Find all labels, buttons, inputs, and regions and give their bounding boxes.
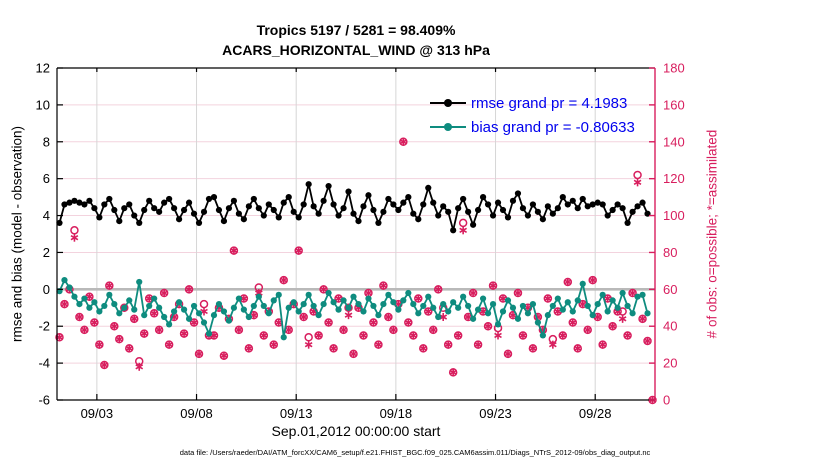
obs-possible-marker (304, 333, 313, 342)
x-tick-label: 09/18 (380, 406, 413, 421)
rmse-series (56, 181, 651, 234)
y-axis-right-label: # of obs: o=possible; *=assimilated (704, 129, 720, 339)
obs-possible-marker (633, 170, 642, 180)
plot-title: Tropics 5197 / 5281 = 98.409% (256, 22, 456, 38)
y-axis-left-label: rmse and bias (model - observation) (9, 125, 25, 343)
y-right-tick-label: 160 (663, 97, 685, 112)
bias-series (56, 277, 651, 341)
y-right-tick-label: 80 (663, 245, 677, 260)
y-right-tick-label: 120 (663, 171, 685, 186)
y-left-tick-label: -2 (38, 319, 50, 334)
rmse-legend-label: rmse grand pr = 4.1983 (471, 94, 628, 112)
rmse-legend-marker (430, 98, 466, 107)
legend: rmse grand pr = 4.1983 bias grand pr = -… (430, 91, 635, 139)
y-right-tick-label: 60 (663, 282, 677, 297)
x-tick-label: 09/13 (280, 406, 313, 421)
y-right-tick-label: 0 (663, 393, 670, 408)
legend-row-bias: bias grand pr = -0.80633 (430, 115, 635, 139)
axes-frame (56, 67, 656, 401)
x-axis-label: Sep.01,2012 00:00:00 start (271, 423, 441, 439)
obs-possible-marker (199, 299, 209, 309)
y-right-tick-label: 40 (663, 319, 677, 334)
y-left-tick-label: 6 (43, 171, 50, 186)
y-left-tick-label: -6 (38, 393, 50, 408)
y-left-tick-label: 2 (43, 245, 50, 260)
y-left-tick-label: -4 (38, 356, 50, 371)
plot-subtitle: ACARS_HORIZONTAL_WIND @ 313 hPa (222, 42, 490, 58)
x-tick-label: 09/03 (81, 406, 114, 421)
y-right-tick-label: 180 (663, 61, 685, 76)
y-left-tick-label: 4 (43, 208, 50, 223)
obs-count-scatter (55, 137, 657, 405)
y-right-tick-label: 100 (663, 208, 685, 223)
x-tick-label: 09/28 (579, 406, 612, 421)
y-left-tick-label: 10 (36, 97, 50, 112)
y-left-tick-label: 8 (43, 134, 50, 149)
data-file-path: data file: /Users/raeder/DAI/ATM_forcXX/… (179, 448, 651, 457)
tick-labels: 121086420-2-4-61801601401201008060402000… (36, 61, 685, 422)
x-tick-label: 09/23 (479, 406, 512, 421)
y-left-tick-label: 0 (43, 282, 50, 297)
bias-legend-label: bias grand pr = -0.80633 (471, 118, 635, 136)
bias-legend-marker (430, 122, 466, 131)
obs-possible-marker (458, 218, 468, 228)
y-right-tick-label: 140 (663, 134, 685, 149)
y-right-tick-label: 20 (663, 356, 677, 371)
x-tick-label: 09/08 (180, 406, 213, 421)
legend-row-rmse: rmse grand pr = 4.1983 (430, 91, 635, 115)
obs-possible-marker (70, 226, 79, 235)
y-left-tick-label: 12 (36, 61, 50, 76)
tick-marks (57, 67, 655, 401)
